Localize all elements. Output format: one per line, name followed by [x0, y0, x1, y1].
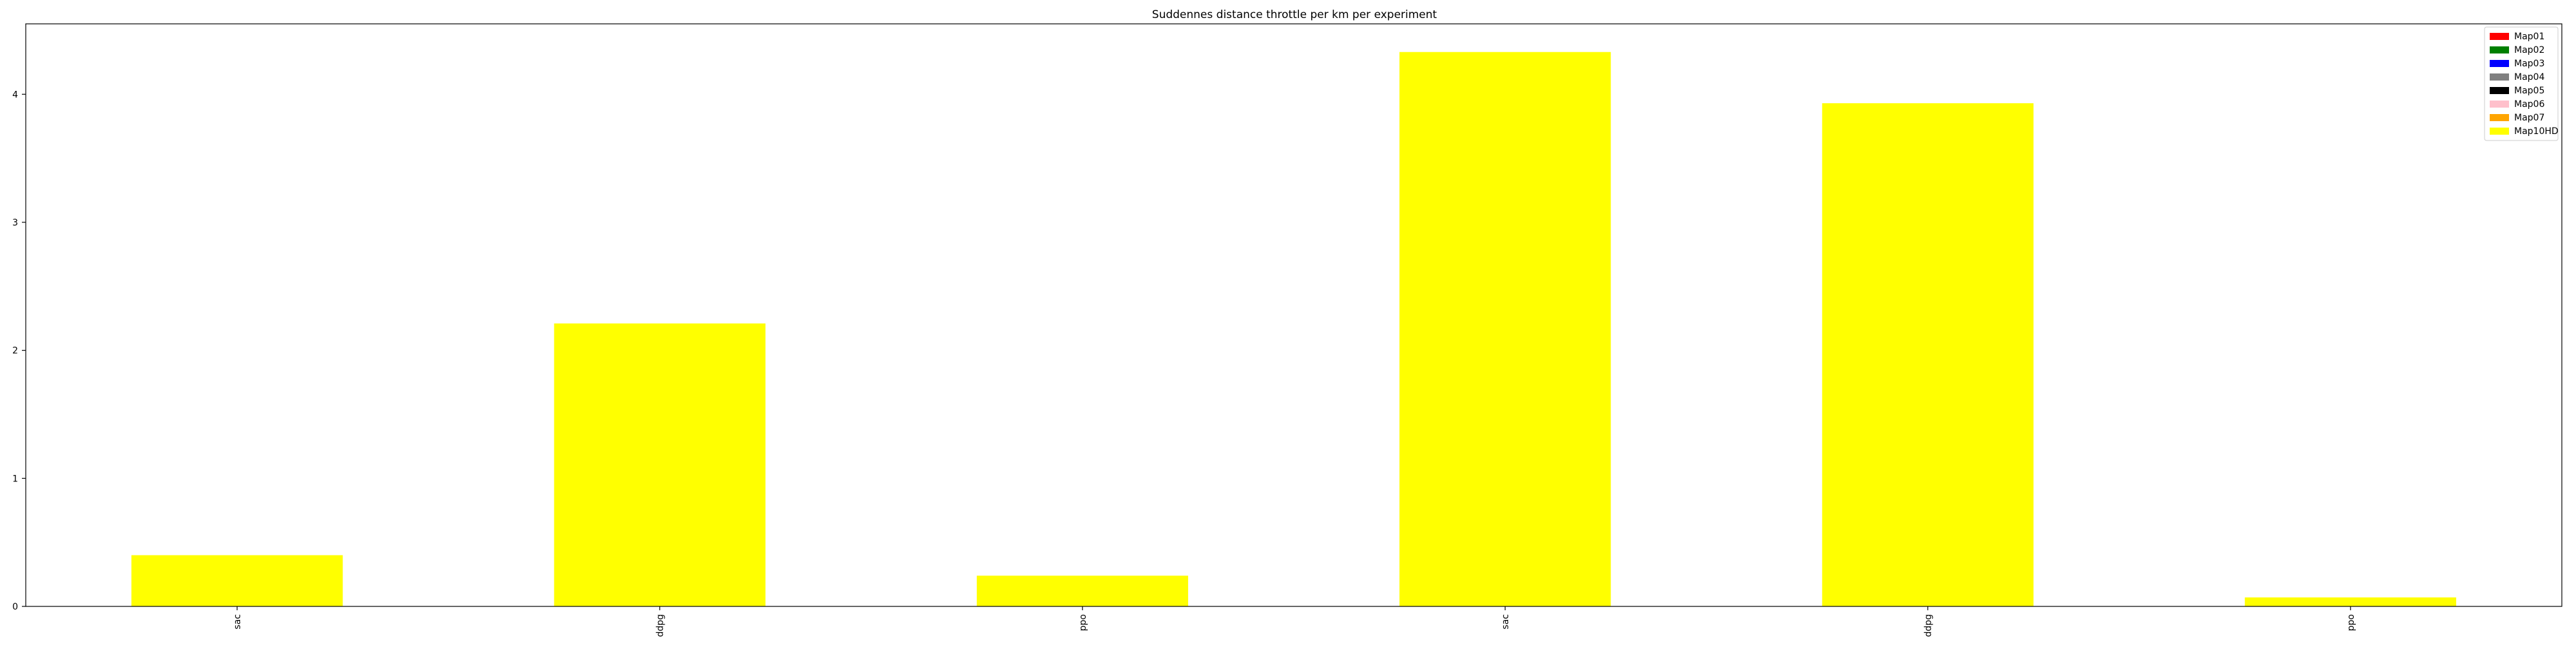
legend-label: Map06: [2514, 99, 2544, 110]
x-axis: sac ddpg ppo sac ddpg ppo: [232, 606, 2356, 637]
x-tick-label: sac: [1501, 614, 1511, 630]
bar: [2244, 597, 2456, 606]
x-tick-label: ddpg: [1924, 614, 1934, 637]
legend-swatch: [2490, 60, 2509, 67]
bar: [131, 555, 343, 606]
bar: [976, 575, 1188, 606]
legend-label: Map05: [2514, 86, 2544, 96]
x-tick-label: ppo: [1078, 614, 1088, 631]
legend-swatch: [2490, 33, 2509, 40]
y-axis: 0 1 2 3 4: [12, 90, 26, 612]
legend-swatch: [2490, 101, 2509, 108]
bars-layer: [131, 52, 2456, 606]
bar: [1399, 52, 1611, 606]
y-tick-label: 1: [12, 474, 18, 484]
x-tick-label: ddpg: [656, 614, 666, 637]
bar: [1822, 103, 2034, 606]
legend-label: Map03: [2514, 59, 2544, 69]
legend-label: Map10HD: [2514, 126, 2559, 137]
chart-title: Suddennes distance throttle per km per e…: [1152, 8, 1437, 21]
legend-frame: [2484, 26, 2559, 141]
x-tick-label: sac: [232, 614, 243, 630]
legend-label: Map04: [2514, 72, 2544, 82]
bar: [554, 323, 766, 606]
plot-area-frame: [25, 23, 2562, 607]
legend-label: Map07: [2514, 113, 2544, 123]
legend-swatch: [2490, 73, 2509, 81]
y-tick-label: 2: [12, 346, 18, 356]
legend-swatch: [2490, 46, 2509, 53]
legend-label: Map02: [2514, 45, 2544, 55]
y-tick-label: 3: [12, 218, 18, 228]
x-tick-label: ppo: [2346, 614, 2356, 631]
legend: Map01 Map02 Map03 Map04 Map05 Map06 Map07 Map10…: [2484, 26, 2559, 141]
y-tick-label: 0: [12, 602, 18, 612]
y-tick-label: 4: [12, 90, 18, 100]
legend-swatch: [2490, 128, 2509, 135]
legend-swatch: [2490, 87, 2509, 94]
legend-swatch: [2490, 114, 2509, 121]
legend-label: Map01: [2514, 32, 2544, 42]
